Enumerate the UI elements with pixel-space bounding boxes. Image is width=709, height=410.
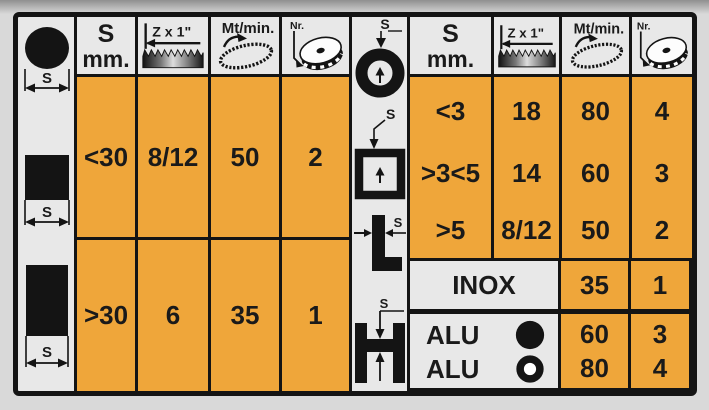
dim-label: S [380, 297, 389, 311]
number-header-label: Nr. [290, 20, 304, 32]
right-row2-blade-nr: 3 [654, 157, 670, 188]
right-row1-speed: 80 [581, 95, 610, 126]
left-header-speed: Mt/min. [211, 17, 279, 75]
grid-line [559, 17, 562, 391]
left-row2-thickness: >30 [83, 299, 129, 330]
right-header-blade-number: Nr. [632, 17, 692, 75]
grid-line [208, 17, 211, 391]
right-header-teeth: Z x 1" [494, 17, 559, 75]
alu-solid-row-label: ALU [410, 318, 558, 352]
grid-line [629, 17, 632, 391]
left-header-teeth: Z x 1" [138, 17, 208, 75]
right-table-orange-area [408, 76, 692, 259]
h-beam-icon: S [352, 297, 408, 389]
left-header-blade-number: Nr. [282, 17, 349, 75]
inox-row: INOX 35 1 [407, 258, 692, 312]
solid-square-bar-icon: S [18, 153, 76, 231]
right-row3-thickness: >5 [435, 215, 466, 245]
alu-material-label: ALU [426, 353, 480, 384]
right-header-thickness: S mm. [410, 19, 491, 74]
mm-header-label: mm. [82, 45, 130, 72]
photo-top-shadow [0, 0, 709, 14]
left-row1-teeth: 8/12 [147, 141, 199, 172]
alu-material-label: ALU [426, 319, 480, 350]
solid-flat-bar-icon: S [18, 263, 76, 375]
left-header-divider [75, 74, 352, 77]
dim-label: S [386, 107, 395, 122]
dim-label: S [42, 344, 52, 361]
alu-solid-blade-nr: 3 [652, 318, 668, 349]
grid-line [407, 17, 410, 391]
angle-profile-icon: S [352, 211, 408, 283]
left-row2-teeth: 6 [165, 299, 181, 330]
inox-label-area: INOX [410, 261, 558, 309]
square-tube-icon: S [352, 107, 408, 203]
inox-blade-nr: 1 [652, 269, 668, 300]
inox-blade-nr-cell: 1 [628, 261, 689, 309]
grid-line [279, 17, 282, 391]
mm-header-label: mm. [426, 45, 475, 72]
grid-line [135, 17, 138, 391]
blade-disc-icon: Nr. [637, 22, 689, 70]
speed-header-label: Mt/min. [222, 20, 275, 37]
s-header-label: S [442, 20, 459, 49]
left-row2-speed: 35 [230, 299, 260, 330]
right-header-speed: Mt/min. [562, 17, 629, 75]
alu-solid-speed: 60 [580, 318, 609, 349]
round-tube-icon: S [352, 17, 408, 101]
alu-tube-speed: 80 [580, 352, 609, 383]
right-row3-blade-nr: 2 [654, 215, 670, 245]
right-row2-teeth: 14 [512, 157, 541, 188]
blade-disc-icon: Nr. [290, 20, 343, 71]
dim-label: S [42, 204, 52, 221]
left-row2-blade-nr: 1 [308, 299, 323, 330]
speed-header-label: Mt/min. [573, 21, 624, 37]
teeth-header-label: Z x 1" [152, 24, 191, 40]
grid-line [349, 17, 352, 391]
band-loop-arrow-icon: Mt/min. [218, 20, 275, 70]
dim-label: S [380, 17, 389, 32]
left-row-divider [75, 237, 352, 240]
right-row2-thickness: >3<5 [420, 157, 481, 188]
band-loop-arrow-icon: Mt/min. [570, 21, 624, 69]
alu-tube-blade-nr: 4 [652, 352, 668, 383]
grid-line [491, 17, 494, 391]
right-row3-teeth: 8/12 [501, 215, 552, 245]
alu-blade-nr-cell: 3 4 [628, 314, 689, 388]
saw-teeth-icon: Z x 1" [497, 24, 556, 67]
right-row2-speed: 60 [581, 157, 610, 188]
alu-rows: ALU ALU 60 80 3 4 [407, 311, 692, 391]
dim-label: S [42, 70, 52, 87]
right-row1-blade-nr: 4 [654, 95, 670, 126]
inox-speed-cell: 35 [558, 261, 628, 309]
alu-label-area: ALU ALU [410, 314, 558, 388]
alu-speed-cell: 60 80 [558, 314, 628, 388]
s-header-label: S [97, 20, 115, 49]
dim-label: S [394, 215, 403, 230]
inox-speed: 35 [580, 269, 609, 300]
left-row1-speed: 50 [230, 141, 260, 172]
teeth-header-label: Z x 1" [507, 25, 544, 40]
inox-material-label: INOX [452, 269, 516, 300]
cutting-parameters-plate: S S S S mm. [13, 12, 697, 396]
grid-line [74, 17, 77, 391]
number-header-label: Nr. [637, 22, 651, 33]
left-table-orange-area [75, 76, 352, 391]
saw-teeth-icon: Z x 1" [142, 23, 204, 69]
right-row3-speed: 50 [581, 215, 610, 245]
ring-circle-icon [516, 355, 544, 383]
solid-round-bar-icon: S [18, 25, 76, 97]
right-row1-thickness: <3 [435, 95, 466, 126]
right-header-divider [408, 74, 692, 77]
left-header-thickness: S mm. [77, 19, 135, 74]
alu-tube-row-label: ALU [410, 352, 558, 386]
left-row1-thickness: <30 [83, 141, 129, 172]
right-row1-teeth: 18 [512, 95, 541, 126]
solid-circle-icon [515, 320, 545, 350]
left-row1-blade-nr: 2 [308, 141, 323, 172]
